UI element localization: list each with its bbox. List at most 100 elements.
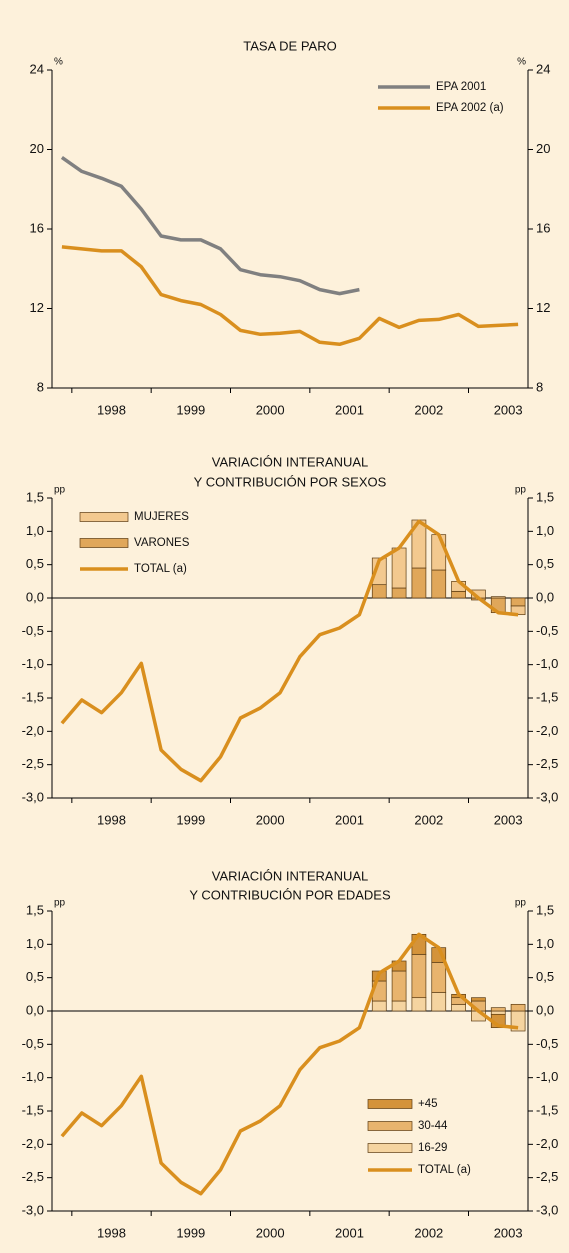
y-tick-label: 16 [30, 220, 44, 235]
bar [391, 587, 407, 599]
x-tick-label: 2000 [256, 402, 285, 417]
y2-tick-label: 16 [536, 220, 550, 235]
x-tick-label: 1998 [97, 812, 126, 827]
legend-swatch [367, 1143, 413, 1153]
y2-tick-label: -0,5 [536, 1036, 558, 1051]
y-tick-label: -1,5 [22, 1102, 44, 1117]
y2-tick-label: -2,0 [536, 723, 558, 738]
x-tick-label: 2000 [256, 812, 285, 827]
y2-tick-label: 1,0 [536, 523, 554, 538]
y2-unit: % [517, 57, 526, 68]
y-tick-label: 1,0 [26, 523, 44, 538]
bar [451, 590, 466, 599]
x-tick-label: 1999 [176, 402, 205, 417]
legend-swatch [367, 1121, 413, 1131]
legend-label: EPA 2001 [436, 81, 486, 93]
y-tick-label: -0,5 [22, 1036, 44, 1051]
y-tick-label: 20 [30, 141, 44, 156]
bar [411, 997, 427, 1012]
legend-label: TOTAL (a) [418, 1164, 471, 1176]
y2-tick-label: 20 [536, 141, 550, 156]
bar [490, 1007, 506, 1012]
y2-tick-label: -2,5 [536, 1169, 558, 1184]
y2-tick-label: -0,5 [536, 623, 558, 638]
bar [391, 970, 407, 1002]
x-tick-label: 2002 [414, 402, 443, 417]
bar [411, 567, 427, 599]
x-tick-label: 2002 [414, 1225, 443, 1240]
bar [391, 547, 407, 589]
y2-tick-label: 24 [536, 61, 550, 76]
y-tick-label: -2,5 [22, 756, 44, 771]
line [60, 155, 360, 296]
bar [510, 597, 526, 607]
y2-tick-label: -2,5 [536, 756, 558, 771]
y2-unit: pp [515, 898, 527, 909]
y2-tick-label: 1,5 [536, 489, 554, 504]
y2-tick-label: 1,5 [536, 902, 554, 917]
y2-tick-label: 0,0 [536, 589, 554, 604]
y-tick-label: 0,0 [26, 1002, 44, 1017]
legend-swatch [367, 1099, 413, 1109]
line [60, 932, 519, 1196]
legend-label: 16-29 [418, 1142, 447, 1154]
y2-tick-label: -1,5 [536, 689, 558, 704]
y-tick-label: 0,0 [26, 589, 44, 604]
chart-title: VARIACIÓN INTERANUAL [212, 868, 369, 883]
bar [471, 997, 486, 1002]
chart-title: Y CONTRIBUCIÓN POR EDADES [189, 887, 391, 902]
y2-tick-label: -3,0 [536, 789, 558, 804]
x-tick-label: 2001 [335, 1225, 364, 1240]
y2-tick-label: 0,5 [536, 969, 554, 984]
y-tick-label: 0,5 [26, 556, 44, 571]
bar [510, 1003, 526, 1012]
bar [371, 584, 387, 599]
y-tick-label: -0,5 [22, 623, 44, 638]
legend-label: +45 [418, 1098, 438, 1110]
x-tick-label: 1999 [176, 1225, 205, 1240]
x-tick-label: 2003 [494, 402, 523, 417]
legend-label: MUJERES [134, 511, 189, 523]
y-tick-label: 24 [30, 61, 44, 76]
y-unit: % [54, 57, 63, 68]
x-tick-label: 2003 [494, 1225, 523, 1240]
bar [451, 1003, 466, 1012]
legend-label: 30-44 [418, 1120, 448, 1132]
y2-tick-label: 8 [536, 379, 543, 394]
y2-tick-label: 12 [536, 300, 550, 315]
x-tick-label: 2002 [414, 812, 443, 827]
y-tick-label: 1,5 [26, 489, 44, 504]
x-tick-label: 2003 [494, 812, 523, 827]
y-unit: pp [54, 485, 66, 496]
chart-title: VARIACIÓN INTERANUAL [212, 454, 369, 469]
bar [371, 1000, 387, 1012]
y2-tick-label: -1,0 [536, 1069, 558, 1084]
y-tick-label: 0,5 [26, 969, 44, 984]
y-tick-label: -1,0 [22, 656, 44, 671]
legend-swatch [79, 538, 129, 548]
y2-tick-label: 1,0 [536, 936, 554, 951]
y-tick-label: 12 [30, 300, 44, 315]
x-tick-label: 2001 [335, 402, 364, 417]
bar [431, 534, 447, 571]
bar [490, 596, 506, 599]
chart-title: Y CONTRIBUCIÓN POR SEXOS [194, 474, 387, 489]
chart-title: TASA DE PARO [243, 38, 336, 53]
legend-label: TOTAL (a) [134, 563, 187, 575]
y2-tick-label: -1,0 [536, 656, 558, 671]
y-tick-label: -1,5 [22, 689, 44, 704]
bar [431, 569, 447, 599]
y2-unit: pp [515, 485, 527, 496]
y-tick-label: -1,0 [22, 1069, 44, 1084]
y-tick-label: 1,5 [26, 902, 44, 917]
y2-tick-label: 0,5 [536, 556, 554, 571]
legend-label: VARONES [134, 537, 190, 549]
bar [431, 961, 447, 993]
y-tick-label: 8 [37, 379, 44, 394]
y-tick-label: -2,5 [22, 1169, 44, 1184]
y-tick-label: -2,0 [22, 1136, 44, 1151]
y-tick-label: -3,0 [22, 1202, 44, 1217]
legend-label: EPA 2002 (a) [436, 102, 504, 114]
